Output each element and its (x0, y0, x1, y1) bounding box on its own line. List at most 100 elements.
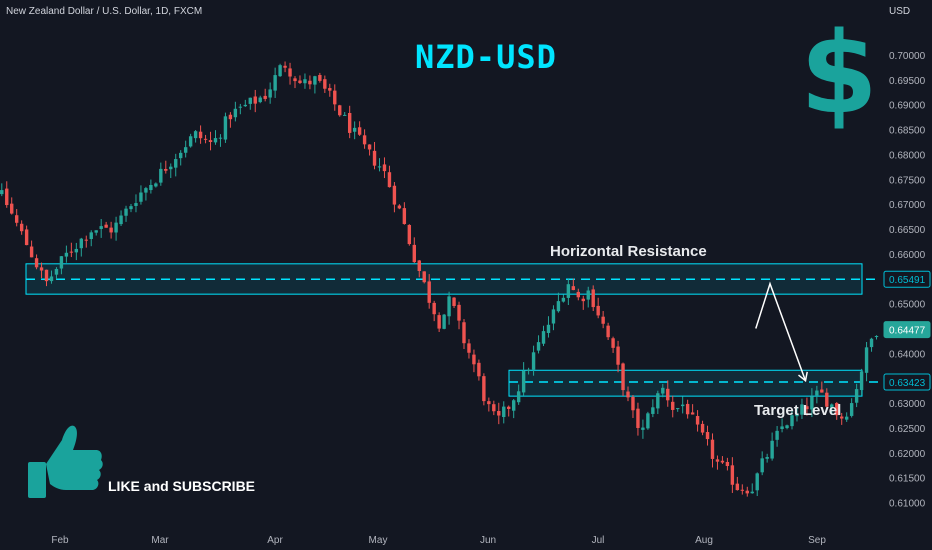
projection-arrowhead (798, 371, 808, 383)
candle (432, 300, 436, 322)
candle (273, 67, 277, 98)
candle (621, 362, 625, 397)
candle (661, 383, 665, 398)
candle (447, 291, 451, 325)
candle (313, 75, 317, 94)
candle (54, 267, 59, 280)
candle (561, 294, 566, 303)
candle (805, 397, 809, 416)
candle (188, 133, 193, 148)
candle (293, 76, 297, 89)
candle (258, 95, 262, 104)
candle (874, 335, 879, 340)
candle (591, 285, 595, 311)
candle (760, 451, 764, 476)
candle (596, 297, 600, 319)
target-price-label: 0.63423 (889, 378, 926, 389)
candle (208, 131, 213, 151)
candle (840, 412, 844, 425)
candle (352, 121, 357, 140)
candle (223, 112, 228, 143)
dollar-sign-icon: $ (800, 9, 878, 139)
candle (278, 63, 282, 77)
candle (695, 410, 700, 432)
candle (467, 339, 471, 359)
candle (800, 398, 804, 419)
candle (124, 205, 128, 222)
candle (765, 453, 769, 463)
candle (169, 163, 173, 179)
candle (576, 288, 580, 301)
candle (104, 221, 108, 228)
candle (810, 388, 814, 418)
candle (422, 271, 426, 284)
resistance-price-box (883, 270, 931, 288)
candle (397, 204, 402, 210)
candle (854, 383, 859, 408)
candle (74, 242, 79, 261)
candle (869, 337, 874, 352)
candle (710, 433, 715, 468)
y-tick-label: 0.66500 (889, 225, 926, 236)
candle (174, 153, 178, 177)
candle (64, 245, 69, 263)
candle (521, 362, 526, 396)
candle (606, 322, 610, 340)
candle (844, 412, 849, 422)
candle (382, 157, 387, 179)
y-tick-label: 0.70000 (889, 51, 926, 62)
candle (685, 399, 690, 419)
candle (19, 220, 24, 235)
candle (283, 61, 287, 73)
candle (631, 394, 635, 418)
candle (815, 385, 819, 404)
candle (362, 129, 367, 149)
candle (367, 144, 372, 156)
x-tick-label: Jun (480, 535, 496, 546)
candle (730, 457, 735, 493)
resistance-price-label: 0.65491 (889, 275, 926, 286)
candle (144, 186, 148, 201)
candle (338, 104, 342, 117)
candle (680, 396, 685, 414)
candle (516, 384, 521, 405)
like-subscribe-label: LIKE and SUBSCRIBE (108, 478, 256, 494)
candle (502, 401, 506, 424)
candle (377, 158, 382, 172)
candle (84, 235, 88, 248)
candle (328, 83, 332, 97)
candle (29, 240, 34, 258)
candle (611, 336, 615, 353)
y-tick-label: 0.69000 (889, 101, 926, 112)
candle (99, 218, 103, 238)
candle (79, 237, 83, 257)
candle (482, 373, 486, 406)
candle (666, 380, 670, 407)
candle (740, 484, 745, 495)
candle (785, 424, 789, 430)
candle (526, 367, 531, 375)
candle (59, 256, 64, 275)
candle (0, 183, 4, 197)
candle (775, 425, 779, 447)
candle (233, 101, 238, 122)
currency-label: USD (889, 6, 911, 17)
candle (14, 209, 19, 227)
candle (646, 411, 650, 430)
target-annotation: Target Level (754, 402, 842, 419)
x-tick-label: Jul (592, 535, 605, 546)
candle (203, 134, 208, 144)
candle (149, 179, 153, 194)
candle (616, 340, 620, 373)
candle (720, 456, 725, 464)
candle (193, 129, 198, 143)
candle (347, 105, 352, 139)
candle (183, 140, 188, 158)
candle (546, 316, 551, 338)
resistance-annotation: Horizontal Resistance (550, 243, 707, 260)
candle (263, 88, 267, 102)
candle (676, 407, 680, 412)
candle (427, 274, 431, 309)
candle (218, 134, 223, 147)
